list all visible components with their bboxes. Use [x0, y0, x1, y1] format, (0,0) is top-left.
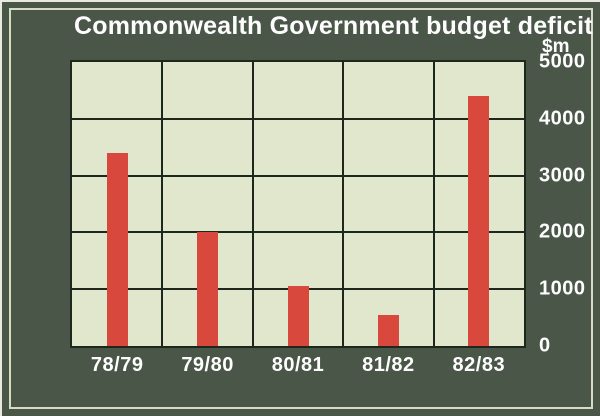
y-axis-tick-labels: 0 1000 2000 3000 4000 5000: [539, 51, 599, 357]
y-axis-unit-label: $m: [542, 36, 570, 57]
horizontal-gridline: [72, 117, 524, 120]
bar-82-83: [468, 96, 490, 346]
x-category-label-82-83: 82/83: [452, 354, 506, 376]
x-axis-category-labels: 78/79 79/80 80/81 81/82 82/83: [72, 354, 524, 382]
y-tick-label-1000: 1000: [539, 277, 586, 300]
y-tick-label-0: 0: [539, 334, 551, 357]
x-category-label-81-82: 81/82: [362, 354, 415, 376]
vertical-gridline: [251, 62, 254, 346]
bar-78-79: [106, 152, 128, 346]
y-tick-label-2000: 2000: [539, 220, 586, 243]
chart-title: Commonwealth Government budget deficit: [74, 12, 593, 40]
bar-81-82: [377, 314, 399, 346]
vertical-gridline: [432, 62, 435, 346]
x-category-label-80-81: 80/81: [271, 354, 325, 376]
y-tick-label-5000: 5000: [539, 50, 586, 73]
bar-80-81: [287, 286, 309, 346]
x-category-label-78-79: 78/79: [90, 354, 144, 376]
plot-area: [70, 60, 526, 348]
x-category-label-79-80: 79/80: [181, 354, 234, 376]
horizontal-gridline: [72, 231, 524, 234]
vertical-gridline: [342, 62, 345, 346]
y-tick-label-4000: 4000: [539, 107, 586, 130]
vertical-gridline: [161, 62, 164, 346]
bar-79-80: [197, 232, 219, 346]
y-tick-label-3000: 3000: [539, 164, 586, 187]
horizontal-gridline: [72, 174, 524, 177]
